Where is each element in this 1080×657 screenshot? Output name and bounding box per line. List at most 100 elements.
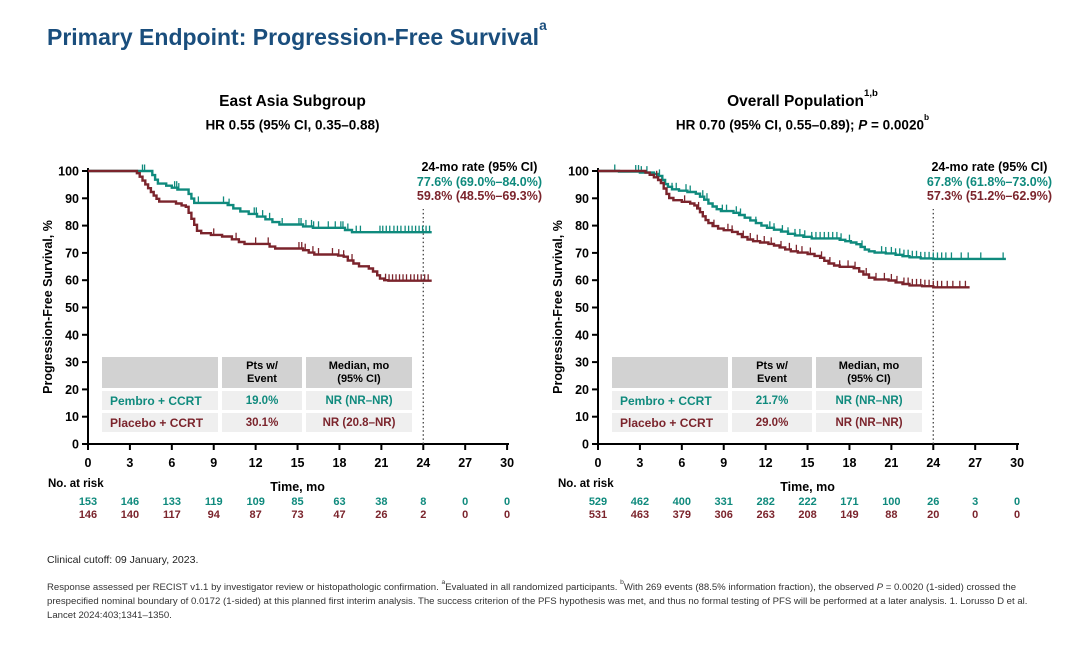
at-risk-row-pembro: 529 462 400 331 282 222 171 100 26 3 0	[589, 496, 1020, 508]
svg-text:3: 3	[972, 496, 978, 508]
svg-text:531: 531	[589, 509, 607, 521]
clinical-cutoff-note: Clinical cutoff: 09 January, 2023.	[47, 554, 199, 566]
summary-header-events: Pts w/ Event	[222, 357, 302, 388]
svg-text:20: 20	[65, 383, 79, 397]
summary-header-blank	[612, 357, 728, 388]
svg-text:85: 85	[291, 496, 303, 508]
at-risk-row-placebo: 531 463 379 306 263 208 149 88 20 0 0	[589, 509, 1020, 521]
svg-text:21: 21	[884, 456, 898, 470]
svg-text:0: 0	[1014, 496, 1020, 508]
svg-text:0: 0	[72, 438, 79, 452]
svg-text:18: 18	[843, 456, 857, 470]
svg-text:15: 15	[801, 456, 815, 470]
svg-text:117: 117	[163, 509, 181, 521]
svg-text:20: 20	[575, 383, 589, 397]
summary-header-events: Pts w/ Event	[732, 357, 812, 388]
series-pembro	[598, 169, 1006, 261]
x-axis-label: Time, mo	[780, 480, 835, 494]
svg-text:8: 8	[420, 496, 426, 508]
svg-text:30: 30	[1010, 456, 1024, 470]
svg-text:10: 10	[575, 410, 589, 424]
svg-text:3: 3	[636, 456, 643, 470]
svg-text:26: 26	[927, 496, 939, 508]
chart-title: Overall Population1,b	[727, 87, 878, 111]
svg-text:40: 40	[575, 328, 589, 342]
svg-text:26: 26	[375, 509, 387, 521]
x-axis-label: Time, mo	[270, 480, 325, 494]
at-risk-row-pembro: 153 146 133 119 109 85 63 38 8 0 0	[79, 496, 510, 508]
svg-text:146: 146	[121, 496, 139, 508]
svg-text:208: 208	[798, 509, 816, 521]
y-axis-label: Progression-Free Survival, %	[41, 220, 55, 394]
summary-header-median: Median, mo (95% CI)	[816, 357, 922, 388]
svg-text:171: 171	[840, 496, 858, 508]
censor-marks-placebo	[656, 170, 967, 288]
svg-text:0: 0	[85, 456, 92, 470]
svg-text:100: 100	[568, 165, 589, 179]
summary-row-placebo-events: 30.1%	[222, 413, 302, 432]
censor-marks-pembro	[141, 164, 431, 233]
svg-text:21: 21	[374, 456, 388, 470]
summary-row-placebo-label: Placebo + CCRT	[102, 413, 218, 432]
svg-text:462: 462	[631, 496, 649, 508]
svg-text:80: 80	[65, 219, 79, 233]
svg-text:0: 0	[1014, 509, 1020, 521]
svg-text:60: 60	[65, 274, 79, 288]
svg-text:0: 0	[504, 509, 510, 521]
slide-title: Primary Endpoint: Progression-Free Survi…	[47, 18, 547, 51]
y-axis-ticks: 0 10 20 30 40 50 60 70 80 90 100	[58, 165, 88, 452]
summary-row-pembro-events: 19.0%	[222, 391, 302, 410]
svg-text:282: 282	[756, 496, 774, 508]
rate-placebo: 57.3% (51.2%–62.9%)	[926, 189, 1052, 203]
svg-text:6: 6	[678, 456, 685, 470]
no-at-risk-label: No. at risk	[48, 478, 104, 490]
chart-title: East Asia Subgroup	[219, 93, 366, 111]
y-axis-label: Progression-Free Survival, %	[551, 220, 565, 394]
svg-text:109: 109	[246, 496, 264, 508]
summary-table: Pts w/ Event Median, mo (95% CI) Pembro …	[612, 357, 922, 432]
svg-text:0: 0	[462, 496, 468, 508]
svg-text:38: 38	[375, 496, 387, 508]
summary-row-pembro-events: 21.7%	[732, 391, 812, 410]
svg-text:94: 94	[208, 509, 221, 521]
svg-text:63: 63	[333, 496, 345, 508]
svg-text:263: 263	[756, 509, 774, 521]
svg-text:306: 306	[715, 509, 733, 521]
svg-text:9: 9	[210, 456, 217, 470]
svg-text:30: 30	[500, 456, 514, 470]
series-placebo	[598, 169, 970, 289]
rate-annotation-header: 24-mo rate (95% CI)	[931, 160, 1048, 174]
svg-text:379: 379	[673, 509, 691, 521]
svg-text:24: 24	[416, 456, 430, 470]
summary-row-pembro-median: NR (NR–NR)	[306, 391, 412, 410]
svg-text:2: 2	[420, 509, 426, 521]
svg-text:529: 529	[589, 496, 607, 508]
rate-annotation-header: 24-mo rate (95% CI)	[421, 160, 538, 174]
svg-text:27: 27	[458, 456, 472, 470]
svg-text:18: 18	[333, 456, 347, 470]
summary-table: Pts w/ Event Median, mo (95% CI) Pembro …	[102, 357, 412, 432]
rate-pembro: 67.8% (61.8%–73.0%)	[926, 174, 1052, 189]
svg-text:73: 73	[291, 509, 303, 521]
svg-text:153: 153	[79, 496, 97, 508]
svg-text:0: 0	[504, 496, 510, 508]
summary-row-pembro-label: Pembro + CCRT	[102, 391, 218, 410]
summary-row-pembro-label: Pembro + CCRT	[612, 391, 728, 410]
summary-row-pembro-median: NR (NR–NR)	[816, 391, 922, 410]
svg-text:12: 12	[249, 456, 263, 470]
svg-text:3: 3	[126, 456, 133, 470]
series-pembro	[88, 169, 432, 234]
svg-text:146: 146	[79, 509, 97, 521]
series-placebo	[88, 169, 432, 282]
summary-row-placebo-events: 29.0%	[732, 413, 812, 432]
svg-text:90: 90	[65, 192, 79, 206]
rate-annotation: 24-mo rate (95% CI) 77.6% (69.0%–84.0%) …	[417, 160, 542, 204]
slide-title-text: Primary Endpoint: Progression-Free Survi…	[47, 24, 540, 50]
svg-text:50: 50	[575, 301, 589, 315]
summary-header-blank	[102, 357, 218, 388]
svg-text:12: 12	[759, 456, 773, 470]
rate-annotation: 24-mo rate (95% CI) 67.8% (61.8%–73.0%) …	[927, 160, 1052, 204]
